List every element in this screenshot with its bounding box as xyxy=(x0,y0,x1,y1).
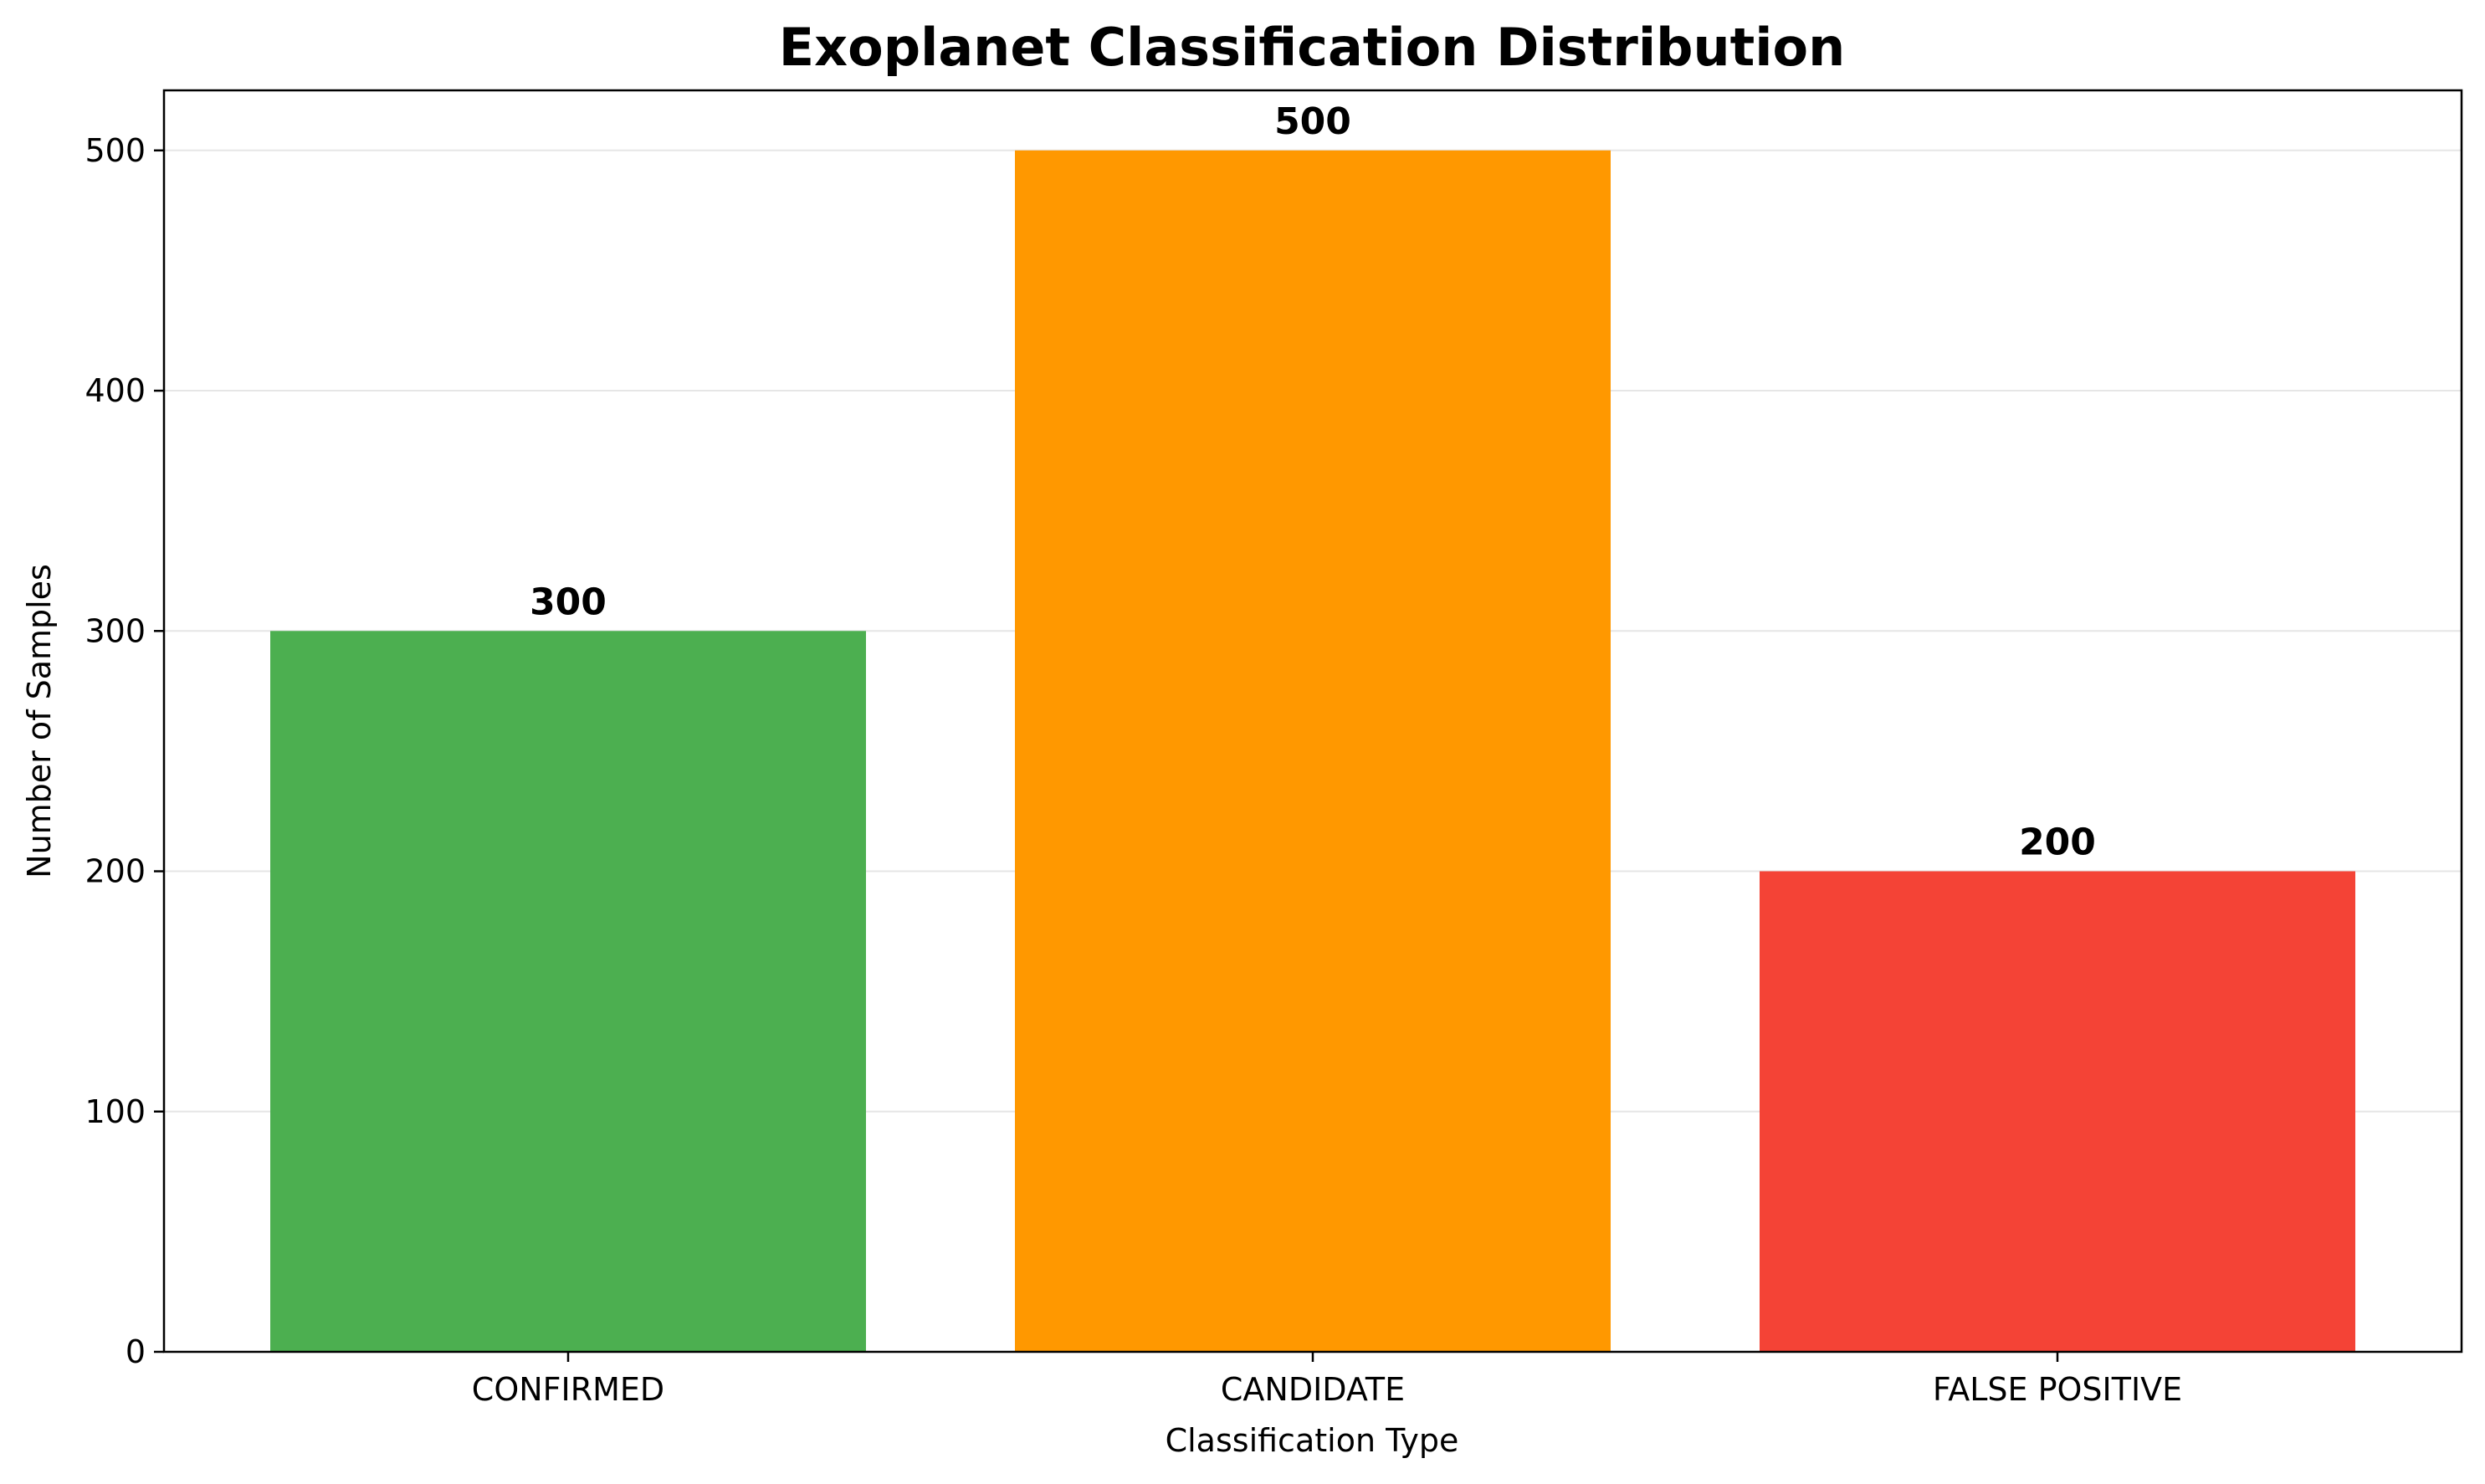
bar-false-positive xyxy=(1760,871,2355,1352)
y-tick-label-300: 300 xyxy=(85,612,146,649)
bar-confirmed xyxy=(270,631,866,1352)
x-tick-label-candidate: CANDIDATE xyxy=(1221,1371,1405,1408)
data-label-confirmed: 300 xyxy=(530,581,607,623)
y-tick-label-400: 400 xyxy=(85,372,146,409)
y-axis-label: Number of Samples xyxy=(21,564,58,878)
y-tick-label-100: 100 xyxy=(85,1093,146,1130)
chart-title: Exoplanet Classification Distribution xyxy=(779,17,1845,78)
x-tick-label-confirmed: CONFIRMED xyxy=(472,1371,664,1408)
y-tick-label-0: 0 xyxy=(126,1333,146,1370)
x-tick-label-false-positive: FALSE POSITIVE xyxy=(1933,1371,2182,1408)
x-axis-ticks: CONFIRMED CANDIDATE FALSE POSITIVE xyxy=(472,1352,2182,1408)
data-labels: 300 500 200 xyxy=(530,100,2096,864)
bar-candidate xyxy=(1015,150,1611,1352)
y-tick-label-200: 200 xyxy=(85,853,146,890)
data-label-candidate: 500 xyxy=(1274,100,1351,143)
x-axis-label: Classification Type xyxy=(1166,1422,1459,1459)
data-label-false-positive: 200 xyxy=(2019,821,2096,864)
y-axis-ticks: 0 100 200 300 400 500 xyxy=(85,132,164,1370)
bars xyxy=(270,150,2355,1352)
y-tick-label-500: 500 xyxy=(85,132,146,169)
